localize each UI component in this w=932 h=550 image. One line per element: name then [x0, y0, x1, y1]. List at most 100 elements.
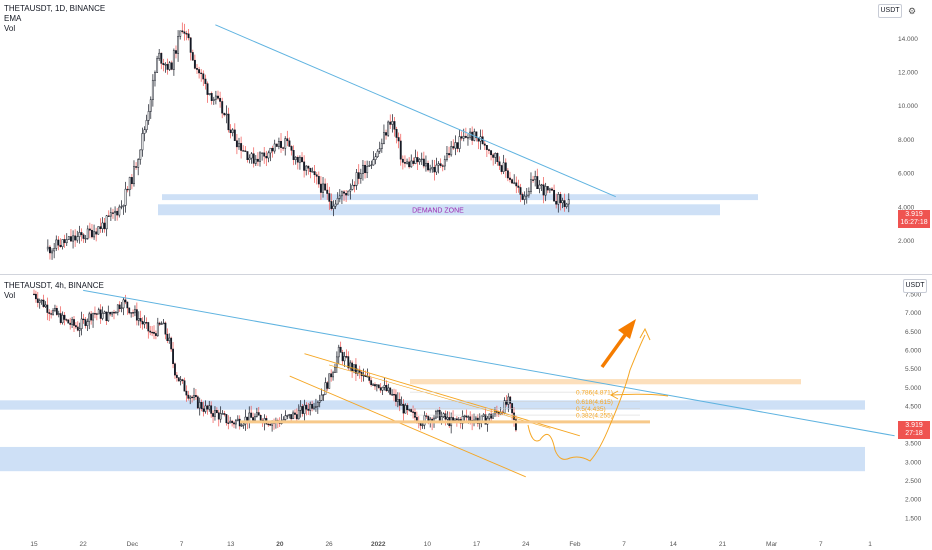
gear-icon[interactable]: ⚙: [908, 6, 917, 16]
candle-body: [257, 412, 260, 416]
candle-body: [208, 405, 211, 410]
candle-body: [326, 189, 329, 194]
candle-body: [557, 194, 560, 205]
candle-body: [259, 415, 262, 421]
candle-body: [202, 73, 205, 80]
candle-body: [295, 414, 298, 420]
candle-body: [164, 64, 167, 66]
candle-body: [357, 172, 360, 179]
candle-body: [366, 166, 369, 174]
candle-body: [86, 321, 89, 326]
candle-body: [385, 132, 387, 136]
candle-body: [480, 415, 483, 421]
candle-body: [355, 172, 358, 186]
candle-body: [221, 101, 224, 114]
candle-body: [393, 121, 396, 130]
x-tick-label: Dec: [127, 541, 139, 548]
candle-body: [95, 313, 98, 315]
candle-body: [532, 179, 535, 181]
candle-body: [198, 69, 201, 74]
x-tick-label: 7: [819, 541, 823, 548]
candle-body: [109, 311, 112, 315]
daily-unit-badge[interactable]: USDT: [878, 4, 902, 18]
candle-body: [168, 337, 171, 341]
candle-body: [311, 171, 314, 173]
candle-body: [193, 59, 196, 69]
y-tick-label: 8.000: [898, 137, 915, 144]
candle-body: [395, 394, 397, 402]
candle-body: [546, 186, 549, 191]
candle-body: [93, 231, 96, 238]
breakout-arrow-shaft: [600, 329, 630, 369]
candle-body: [475, 417, 477, 421]
trendline: [215, 24, 616, 198]
candle-body: [343, 356, 346, 362]
candle-body: [198, 402, 201, 409]
candle-body: [361, 164, 364, 174]
four-hour-countdown: 27:18: [905, 430, 923, 437]
candle-body: [118, 206, 121, 216]
candle-body: [454, 142, 457, 149]
four-hour-chart-pane[interactable]: 1.5002.0002.5003.0003.5004.0004.5005.000…: [0, 275, 932, 548]
candle-body: [370, 380, 373, 386]
candle-body: [498, 161, 501, 166]
candle-body: [505, 400, 508, 405]
candle-body: [372, 384, 374, 386]
candle-body: [376, 150, 379, 158]
candle-body: [401, 158, 404, 163]
candle-body: [72, 235, 75, 242]
support-zone: [162, 194, 758, 201]
candle-body: [509, 177, 511, 180]
candle-body: [82, 234, 85, 239]
fib-level-label: 0.5(4.435): [576, 406, 606, 413]
candle-body: [92, 313, 94, 321]
four-hour-unit-badge[interactable]: USDT: [903, 279, 927, 293]
candle-body: [84, 238, 87, 240]
x-tick-label: 2022: [371, 541, 386, 548]
x-tick-label: 7: [622, 541, 626, 548]
candle-body: [555, 200, 558, 205]
candle-body: [183, 31, 186, 34]
candle-body: [294, 156, 297, 160]
candle-body: [120, 206, 123, 208]
candle-body: [515, 419, 517, 431]
candle-body: [471, 131, 474, 141]
candle-body: [364, 164, 366, 174]
candle-body: [318, 400, 321, 403]
candle-body: [351, 362, 354, 371]
y-tick-label: 5.000: [905, 385, 922, 392]
candle-body: [421, 424, 424, 427]
candle-body: [189, 396, 192, 399]
y-tick-label: 1.500: [905, 515, 922, 522]
candle-body: [113, 311, 115, 314]
candle-body: [183, 380, 186, 392]
candle-body: [527, 191, 530, 196]
y-tick-label: 14.000: [898, 36, 918, 43]
candle-body: [332, 205, 335, 209]
candle-body: [565, 203, 568, 207]
candle-body: [105, 215, 108, 230]
candle-body: [347, 190, 350, 196]
four-hour-chart-canvas[interactable]: 1.5002.0002.5003.0003.5004.0004.5005.000…: [0, 275, 932, 550]
candle-body: [316, 402, 319, 407]
candle-body: [267, 423, 270, 426]
candle-body: [288, 414, 291, 416]
candle-body: [525, 194, 528, 197]
candle-body: [217, 95, 219, 99]
candle-body: [290, 414, 293, 420]
candle-body: [74, 235, 77, 241]
pane-divider[interactable]: [0, 274, 932, 275]
candle-body: [168, 62, 171, 70]
candle-body: [494, 410, 496, 416]
daily-chart-canvas[interactable]: 2.0004.0006.0008.00010.00012.00014.000No…: [0, 0, 932, 260]
candle-body: [313, 406, 315, 409]
candle-body: [292, 412, 294, 420]
candle-body: [303, 404, 306, 414]
candle-body: [154, 72, 156, 81]
candle-body: [511, 179, 514, 184]
daily-chart-pane[interactable]: 2.0004.0006.0008.00010.00012.00014.000No…: [0, 0, 932, 260]
y-tick-label: 6.000: [905, 347, 922, 354]
candle-body: [175, 374, 178, 378]
candle-body: [559, 194, 562, 204]
candle-body: [99, 309, 102, 319]
